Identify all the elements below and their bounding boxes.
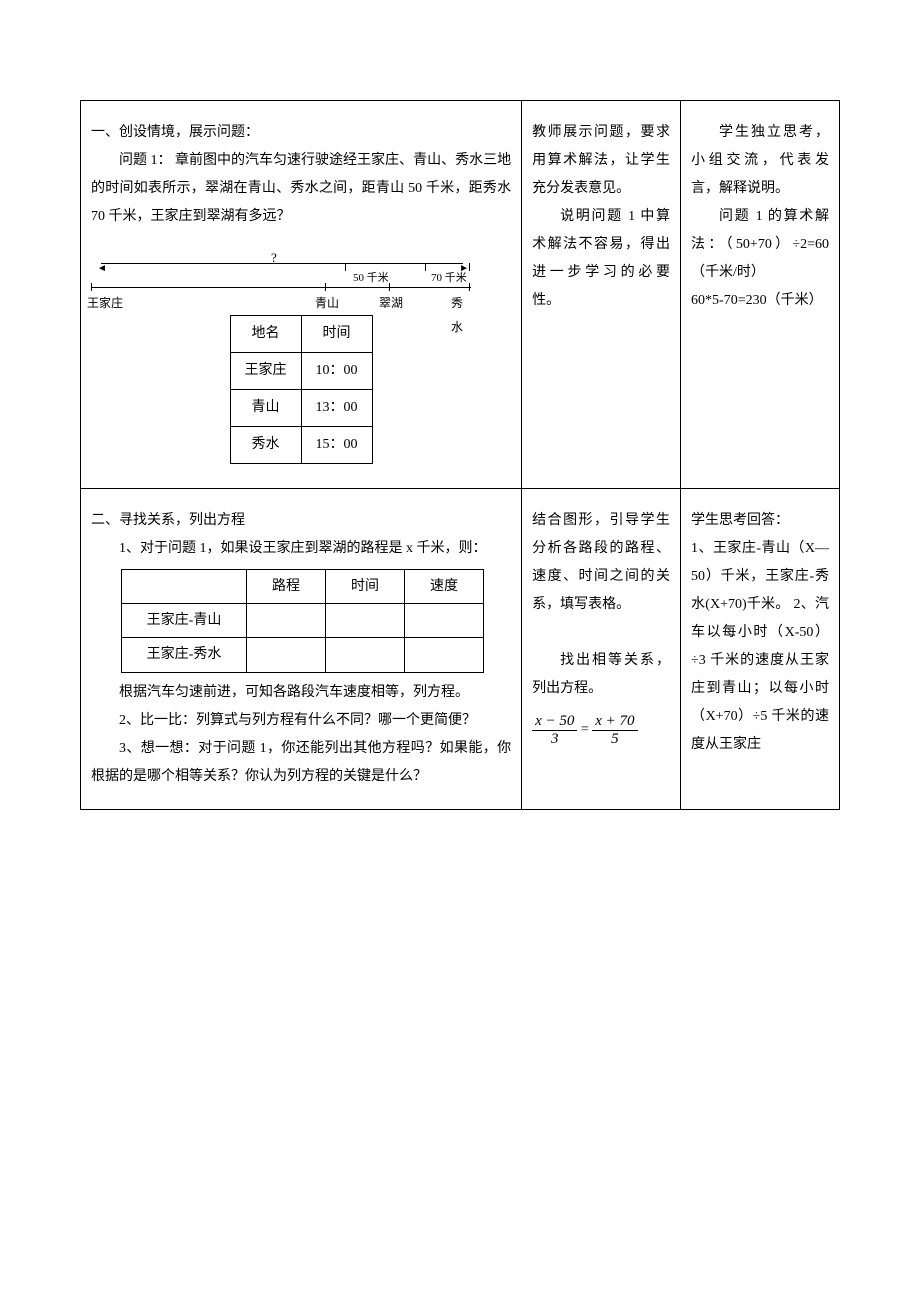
- student-r2-p2: 1、王家庄-青山（X—50）千米，王家庄-秀水(X+70)千米。 2、汽车以每小…: [691, 535, 829, 759]
- row1-teacher: 教师展示问题，要求用算术解法，让学生充分发表意见。 说明问题 1 中算术解法不容…: [522, 101, 681, 489]
- seg-70-label: 70 千米: [431, 267, 467, 289]
- cell: [247, 638, 326, 672]
- r2-p2: 根据汽车匀速前进，可知各路段汽车速度相等，列方程。: [91, 679, 511, 707]
- table-row: 王家庄 10：00: [230, 353, 372, 390]
- student-p1: 学生独立思考，小组交流，代表发言，解释说明。: [691, 119, 829, 203]
- time-table: 地名 时间 王家庄 10：00 青山 13：00 秀水 15：00: [230, 315, 373, 464]
- table-row: 路程 时间 速度: [122, 570, 484, 604]
- section1-heading: 一、创设情境，展示问题：: [91, 119, 511, 147]
- th-speed: 速度: [405, 570, 484, 604]
- cell: 13：00: [301, 390, 372, 427]
- label-qs: 青山: [315, 291, 339, 315]
- q1-label: 问题 1：: [119, 153, 172, 168]
- cell: 王家庄: [230, 353, 301, 390]
- teacher-p1: 教师展示问题，要求用算术解法，让学生充分发表意见。: [532, 119, 670, 203]
- th-time: 时间: [326, 570, 405, 604]
- th-time: 时间: [301, 316, 372, 353]
- lesson-table: 一、创设情境，展示问题： 问题 1： 章前图中的汽车匀速行驶途经王家庄、青山、秀…: [80, 100, 840, 810]
- table-row: 王家庄-秀水: [122, 638, 484, 672]
- table-row: 青山 13：00: [230, 390, 372, 427]
- num1: x − 50: [532, 713, 577, 731]
- arrow-left-icon: ◄: [97, 259, 107, 279]
- table-row: 二、寻找关系，列出方程 1、对于问题 1，如果设王家庄到翠湖的路程是 x 千米，…: [81, 489, 840, 810]
- row1-content: 一、创设情境，展示问题： 问题 1： 章前图中的汽车匀速行驶途经王家庄、青山、秀…: [81, 101, 522, 489]
- cell: 10：00: [301, 353, 372, 390]
- r2-p1: 1、对于问题 1，如果设王家庄到翠湖的路程是 x 千米，则：: [91, 535, 511, 563]
- cell: [326, 604, 405, 638]
- den2: 5: [592, 731, 637, 748]
- qmark-label: ?: [271, 245, 277, 271]
- question1: 问题 1： 章前图中的汽车匀速行驶途经王家庄、青山、秀水三地的时间如表所示，翠湖…: [91, 147, 511, 231]
- cell: 15：00: [301, 427, 372, 464]
- row2-teacher: 结合图形，引导学生分析各路段的路程、速度、时间之间的关系，填写表格。 找出相等关…: [522, 489, 681, 810]
- dist-table: 路程 时间 速度 王家庄-青山 王家庄-秀水: [121, 569, 484, 673]
- student-p2: 问题 1 的算术解法：（50+70）÷2=60（千米/时）: [691, 203, 829, 287]
- equals-sign: =: [581, 722, 592, 737]
- seg-50-label: 50 千米: [353, 267, 389, 289]
- label-wjz: 王家庄: [87, 291, 123, 315]
- tick: [345, 263, 346, 271]
- equation: x − 50 3 = x + 70 5: [532, 713, 670, 747]
- th-place: 地名: [230, 316, 301, 353]
- cell: 秀水: [230, 427, 301, 464]
- r2-p4: 3、想一想：对于问题 1，你还能列出其他方程吗？如果能，你根据的是哪个相等关系？…: [91, 735, 511, 791]
- cell: 青山: [230, 390, 301, 427]
- r2-p3: 2、比一比：列算式与列方程有什么不同？哪一个更简便？: [91, 707, 511, 735]
- row2-content: 二、寻找关系，列出方程 1、对于问题 1，如果设王家庄到翠湖的路程是 x 千米，…: [81, 489, 522, 810]
- tick: [425, 263, 426, 271]
- student-r2-p1: 学生思考回答：: [691, 507, 829, 535]
- th-blank: [122, 570, 247, 604]
- table-row: 王家庄-青山: [122, 604, 484, 638]
- cell: 王家庄-秀水: [122, 638, 247, 672]
- cell: [405, 638, 484, 672]
- distance-diagram: ◄ ► ? 50 千米 70 千米 王家庄 青山 翠湖 秀水: [91, 251, 471, 301]
- row2-student: 学生思考回答： 1、王家庄-青山（X—50）千米，王家庄-秀水(X+70)千米。…: [681, 489, 840, 810]
- table-row: 地名 时间: [230, 316, 372, 353]
- label-xs: 秀水: [451, 291, 471, 339]
- den1: 3: [532, 731, 577, 748]
- tick: [389, 283, 390, 291]
- teacher-p2: 说明问题 1 中算术解法不容易，得出进一步学习的必要性。: [532, 203, 670, 315]
- dim-line: [101, 263, 463, 264]
- page: 一、创设情境，展示问题： 问题 1： 章前图中的汽车匀速行驶途经王家庄、青山、秀…: [0, 100, 920, 810]
- route-line: [91, 287, 471, 288]
- tick: [325, 283, 326, 291]
- teacher-r2-p1: 结合图形，引导学生分析各路段的路程、速度、时间之间的关系，填写表格。: [532, 507, 670, 619]
- th-dist: 路程: [247, 570, 326, 604]
- num2: x + 70: [592, 713, 637, 731]
- table-row: 一、创设情境，展示问题： 问题 1： 章前图中的汽车匀速行驶途经王家庄、青山、秀…: [81, 101, 840, 489]
- tick: [469, 263, 470, 271]
- fraction-right: x + 70 5: [592, 713, 637, 747]
- tick: [91, 283, 92, 291]
- fraction-left: x − 50 3: [532, 713, 577, 747]
- student-p3: 60*5-70=230（千米）: [691, 287, 829, 315]
- table-row: 秀水 15：00: [230, 427, 372, 464]
- teacher-r2-p2: 找出相等关系，列出方程。: [532, 647, 670, 703]
- cell: [405, 604, 484, 638]
- cell: [326, 638, 405, 672]
- cell: 王家庄-青山: [122, 604, 247, 638]
- section2-heading: 二、寻找关系，列出方程: [91, 507, 511, 535]
- tick: [469, 283, 470, 291]
- cell: [247, 604, 326, 638]
- label-ch: 翠湖: [379, 291, 403, 315]
- row1-student: 学生独立思考，小组交流，代表发言，解释说明。 问题 1 的算术解法：（50+70…: [681, 101, 840, 489]
